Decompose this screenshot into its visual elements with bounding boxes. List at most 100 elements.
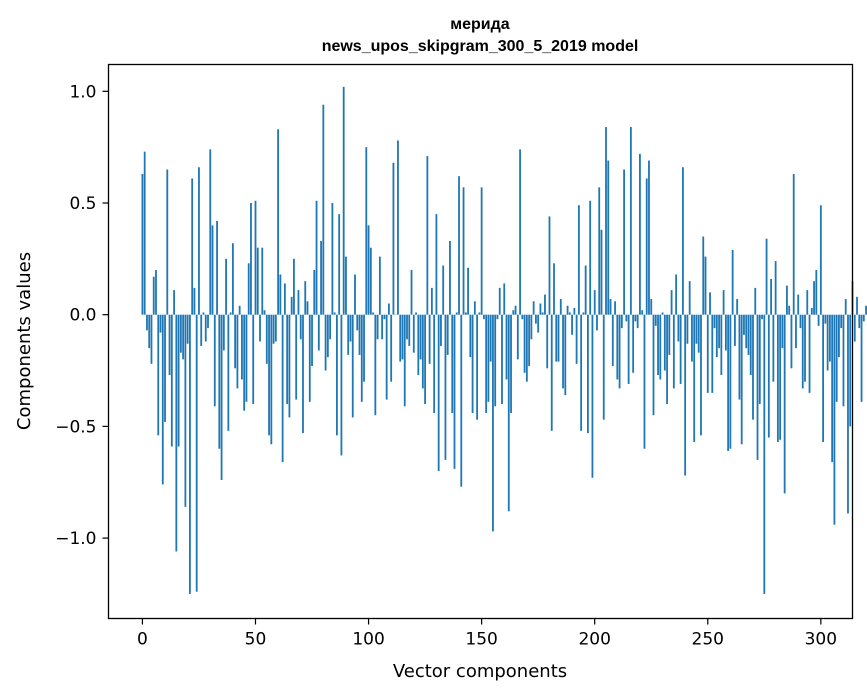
bar — [451, 314, 454, 413]
x-tick-label: 100 — [352, 630, 384, 650]
bar — [485, 314, 488, 413]
bar — [336, 314, 338, 436]
bar — [211, 225, 214, 315]
bar — [155, 270, 157, 315]
bar — [487, 314, 490, 402]
bar — [842, 314, 845, 407]
bar — [227, 314, 230, 431]
bar — [553, 263, 555, 315]
bar — [397, 140, 399, 315]
bars-group — [141, 86, 867, 594]
bar — [388, 303, 390, 315]
bar — [799, 314, 802, 329]
bar — [354, 274, 356, 315]
bar — [571, 314, 573, 335]
bar — [430, 287, 433, 315]
bar — [860, 314, 863, 402]
bar — [390, 314, 393, 382]
bar — [779, 314, 782, 440]
bar — [858, 314, 861, 329]
bar — [268, 314, 270, 436]
x-tick-label: 300 — [805, 630, 837, 650]
bar — [283, 283, 286, 315]
bar — [862, 314, 865, 322]
bar — [596, 314, 598, 331]
bar — [417, 314, 420, 375]
y-axis-label: Components values — [14, 252, 35, 430]
bar — [415, 312, 417, 315]
bar — [360, 314, 363, 402]
bar — [406, 314, 408, 340]
y-axis-ticks: −1.0 −0.5 0.0 0.5 1.0 — [55, 82, 109, 549]
bar — [444, 314, 447, 460]
bar — [365, 147, 368, 315]
bar — [611, 314, 614, 367]
bar — [688, 281, 691, 315]
bar — [765, 238, 768, 315]
bar — [453, 314, 456, 469]
bar — [718, 314, 720, 349]
bar — [281, 314, 284, 463]
bar — [426, 156, 429, 315]
bar — [828, 314, 831, 362]
bar — [437, 314, 440, 472]
x-axis-ticks: 0 50 100 150 200 250 300 — [137, 618, 837, 650]
bar — [204, 314, 207, 342]
bar — [345, 256, 347, 315]
bar — [356, 314, 359, 331]
bar — [786, 285, 788, 315]
bar — [724, 314, 727, 351]
bar — [473, 301, 476, 315]
bar — [530, 314, 533, 340]
bar — [575, 314, 578, 364]
bar — [670, 290, 673, 315]
bar — [501, 314, 503, 405]
chart-title-line2: news_upos_skipgram_300_5_2019 model — [322, 38, 639, 55]
bar — [293, 258, 295, 315]
bar — [369, 247, 372, 315]
bar — [686, 314, 689, 344]
bar — [652, 314, 655, 416]
bar — [743, 314, 745, 335]
bar — [193, 287, 196, 315]
bar — [648, 160, 650, 315]
bar — [752, 314, 754, 420]
bar — [412, 314, 415, 353]
bar — [372, 312, 374, 315]
bar — [772, 314, 775, 382]
bar — [580, 314, 583, 431]
bar — [324, 314, 327, 371]
bar — [433, 314, 436, 413]
bar — [315, 200, 318, 315]
bar — [745, 314, 748, 349]
bar — [175, 314, 178, 552]
bar — [675, 274, 678, 315]
bar — [568, 312, 571, 315]
bar — [381, 314, 384, 340]
bar — [849, 314, 852, 427]
bar — [213, 314, 216, 407]
bar — [790, 314, 793, 369]
bar — [528, 314, 531, 367]
bar — [492, 314, 494, 532]
bar — [781, 314, 784, 349]
bar — [505, 314, 508, 380]
bar — [582, 312, 585, 315]
bar — [317, 314, 320, 351]
bar — [141, 173, 144, 315]
bar — [758, 314, 761, 405]
bar — [700, 314, 702, 436]
bar — [681, 167, 684, 315]
bar — [236, 314, 239, 389]
bar — [148, 314, 151, 349]
bar — [311, 314, 313, 367]
bar — [503, 283, 506, 315]
y-tick-label: 1.0 — [69, 82, 96, 102]
bar — [222, 314, 225, 351]
bar — [220, 314, 223, 480]
bar — [709, 292, 711, 315]
bar — [218, 314, 221, 449]
bar — [521, 314, 524, 320]
bar — [440, 314, 442, 346]
bar — [591, 314, 594, 478]
